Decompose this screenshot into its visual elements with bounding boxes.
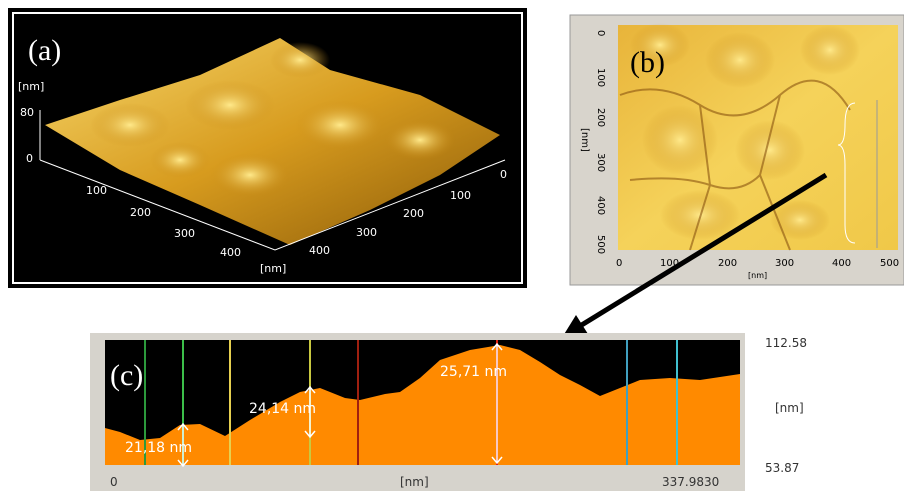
x-tick: 400 (220, 246, 241, 259)
height-label: 24,14 nm (249, 401, 316, 417)
y-tick: 200 (595, 108, 606, 127)
y-unit: [nm] (775, 401, 804, 415)
height-label: 21,18 nm (125, 440, 192, 456)
z-unit: [nm] (18, 80, 44, 93)
x-tick: 0 (616, 258, 622, 269)
y-tick: 100 (450, 189, 471, 202)
y-tick: 500 (595, 235, 606, 254)
x-unit: [nm] (400, 475, 429, 489)
y-tick: 300 (356, 226, 377, 239)
x-unit: [nm] (260, 262, 286, 275)
y-tick: 300 (595, 153, 606, 172)
height-label: 25,71 nm (440, 364, 507, 380)
z-tick: 80 (20, 106, 34, 119)
panel-a: (a) [nm] 80 0 100 200 300 400 [nm] 0 100… (9, 9, 526, 287)
figure: (a) [nm] 80 0 100 200 300 400 [nm] 0 100… (0, 0, 904, 491)
x-tick: 300 (174, 227, 195, 240)
panel-c: (c) 21,18 nm 24,14 nm 25,71 nm 112.58 [n… (90, 333, 807, 491)
y-min: 53.87 (765, 461, 799, 475)
x-min: 0 (110, 475, 118, 489)
x-tick: 300 (775, 258, 794, 269)
x-tick: 400 (832, 258, 851, 269)
x-tick: 200 (718, 258, 737, 269)
panel-label: (c) (110, 359, 143, 392)
y-tick: 400 (309, 244, 330, 257)
panel-b: (b) 0 100 200 300 400 500 [nm] 0 100 200… (570, 15, 904, 285)
x-unit: [nm] (748, 271, 767, 280)
x-tick: 500 (880, 258, 899, 269)
y-tick: 100 (595, 68, 606, 87)
y-max: 112.58 (765, 336, 807, 350)
page: (a) [nm] 80 0 100 200 300 400 [nm] 0 100… (0, 0, 904, 491)
y-tick: 200 (403, 207, 424, 220)
z-tick: 0 (26, 152, 33, 165)
y-tick: 0 (595, 30, 606, 36)
panel-label: (a) (28, 34, 61, 67)
x-tick: 200 (130, 206, 151, 219)
x-max: 337.9830 (662, 475, 719, 489)
y-tick: 0 (500, 168, 507, 181)
y-unit: [nm] (579, 128, 590, 152)
y-tick: 400 (595, 196, 606, 215)
panel-label: (b) (630, 46, 665, 79)
x-tick: 100 (86, 184, 107, 197)
